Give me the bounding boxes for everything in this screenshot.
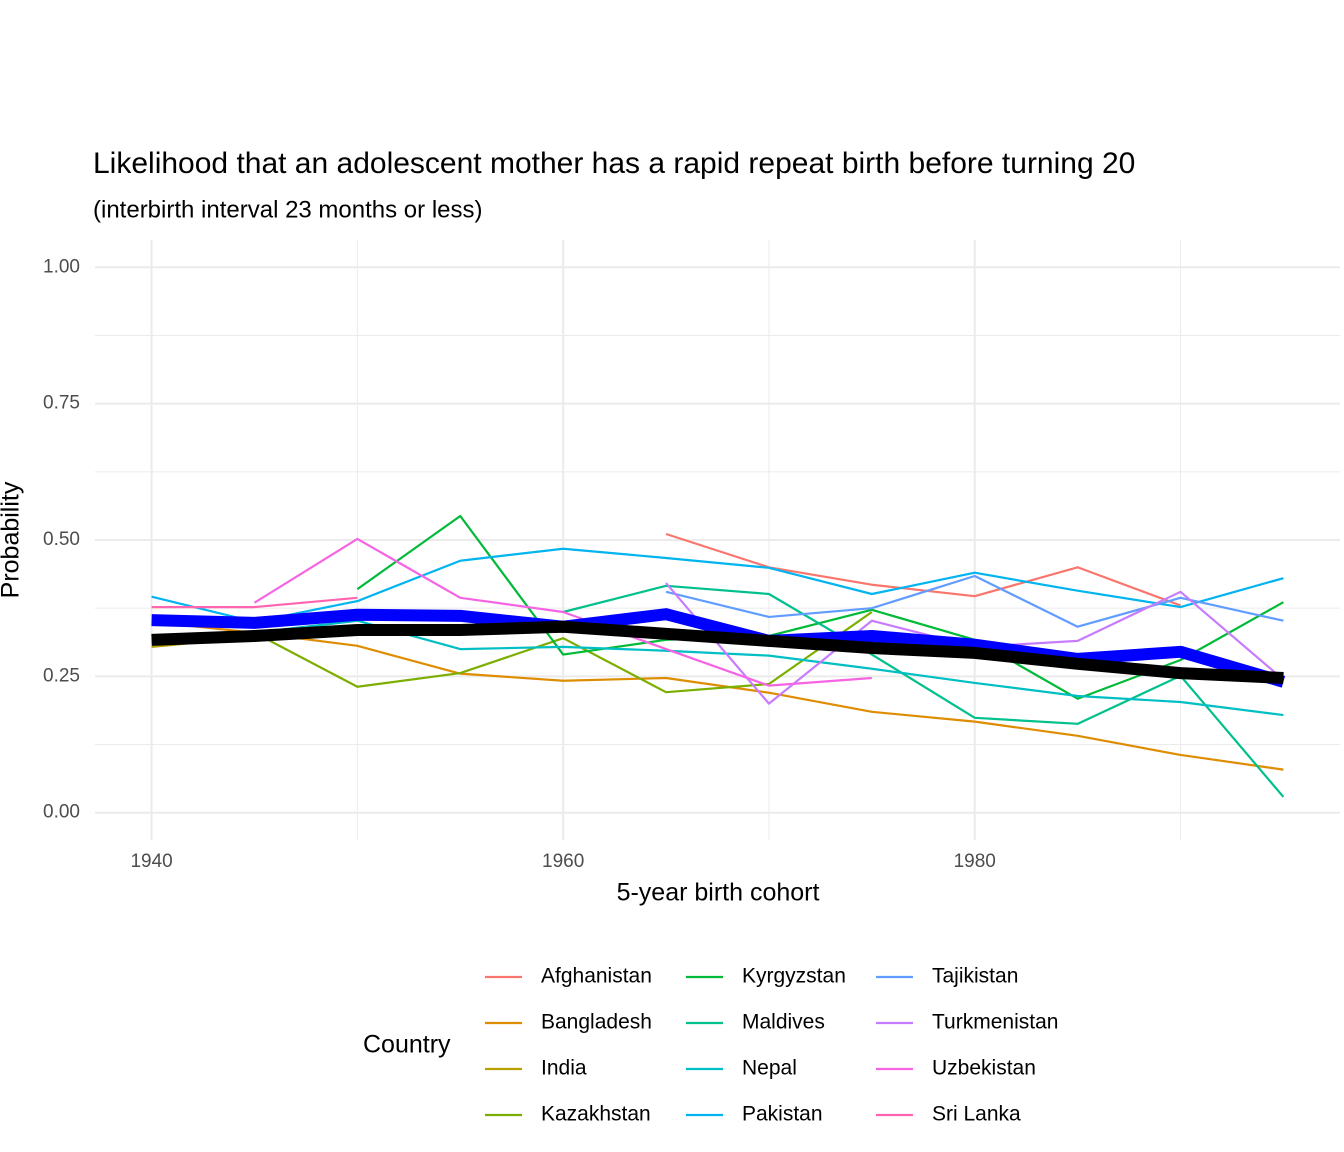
legend-label: India xyxy=(541,1057,587,1080)
legend-label: Maldives xyxy=(742,1011,825,1034)
legend-label: Pakistan xyxy=(742,1103,823,1126)
legend-label: Afghanistan xyxy=(541,965,652,988)
y-tick-label: 0.75 xyxy=(43,393,80,414)
y-tick-label: 0.25 xyxy=(43,665,80,686)
series-line xyxy=(151,608,1286,688)
legend-label: Turkmenistan xyxy=(932,1011,1058,1034)
y-tick-label: 1.00 xyxy=(43,256,80,277)
legend-label: Uzbekistan xyxy=(932,1057,1036,1080)
series-line xyxy=(254,619,1284,717)
series-line xyxy=(253,537,872,687)
y-tick-label: 0.50 xyxy=(43,529,80,550)
y-axis-title: Probability xyxy=(0,481,25,598)
x-axis-title: 5-year birth cohort xyxy=(617,879,820,907)
x-tick-label: 1960 xyxy=(542,851,584,872)
series-line xyxy=(151,620,1284,771)
legend-label: Kyrgyzstan xyxy=(742,965,846,988)
series-line xyxy=(151,596,358,609)
series-line xyxy=(151,620,1284,684)
series-line xyxy=(253,611,873,694)
legend-title: Country xyxy=(363,1031,451,1059)
series-line xyxy=(665,574,1284,628)
series-line xyxy=(151,547,1284,623)
x-tick-label: 1940 xyxy=(130,851,172,872)
y-tick-label: 0.00 xyxy=(43,802,80,823)
legend-label: Tajikistan xyxy=(932,965,1018,988)
series-line xyxy=(562,584,1285,798)
legend-label: Kazakhstan xyxy=(541,1103,651,1126)
legend-label: Sri Lanka xyxy=(932,1103,1021,1126)
legend-label: Nepal xyxy=(742,1057,797,1080)
x-tick-label: 1980 xyxy=(954,851,996,872)
series-line xyxy=(356,514,1284,700)
chart-subtitle: (interbirth interval 23 months or less) xyxy=(93,196,482,223)
legend-label: Bangladesh xyxy=(541,1011,652,1034)
chart-title: Likelihood that an adolescent mother has… xyxy=(93,147,1135,180)
series-line xyxy=(665,532,1181,607)
